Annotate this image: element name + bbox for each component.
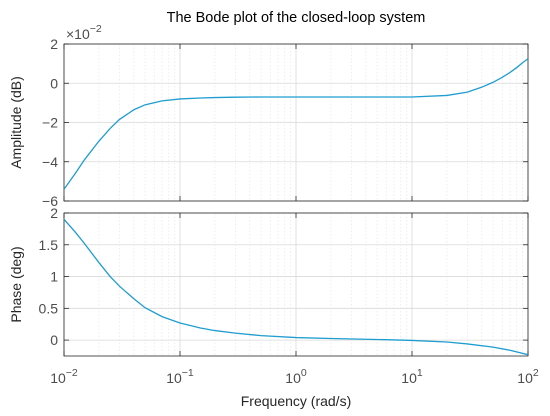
amplitude-y-tick-label: −6: [42, 193, 58, 209]
amplitude-y-tick-label: −2: [42, 115, 58, 131]
x-axis-label: Frequency (rad/s): [241, 393, 351, 409]
amplitude-series-line: [64, 58, 528, 190]
x-tick-label: 10−1: [166, 367, 194, 386]
amplitude-y-tick-label: 2: [50, 36, 58, 52]
phase-y-tick-label: 1: [50, 269, 58, 285]
phase-panel: 0 0.5 1 1.5 2 10−2 10−1 100 101 102 Phase (deg): [8, 205, 539, 386]
phase-series-line: [64, 218, 528, 356]
phase-y-axis-label: Phase (deg): [8, 246, 24, 322]
amplitude-panel: −6 −4 −2 0 2 ×10−2 Amplitude (dB): [8, 23, 529, 209]
amplitude-y-tick-label: −4: [42, 154, 58, 170]
panels: −6 −4 −2 0 2 ×10−2 Amplitude (dB) 0 0.5 1 1.5 2 10−2…: [8, 23, 539, 386]
phase-y-tick-label: 0: [50, 332, 58, 348]
phase-y-tick-label: 2: [50, 205, 58, 221]
chart-title: The Bode plot of the closed-loop system: [167, 10, 426, 26]
x-tick-label: 101: [401, 367, 423, 386]
x-tick-label: 102: [517, 367, 539, 386]
phase-y-tick-label: 1.5: [39, 237, 59, 253]
phase-y-tick-label: 0.5: [39, 300, 59, 316]
amplitude-y-tick-label: 0: [50, 75, 58, 91]
x-tick-label: 10−2: [50, 367, 78, 386]
amplitude-y-axis-label: Amplitude (dB): [8, 76, 24, 169]
amplitude-exponent-label: ×10−2: [66, 23, 102, 42]
x-tick-label: 100: [285, 367, 307, 386]
